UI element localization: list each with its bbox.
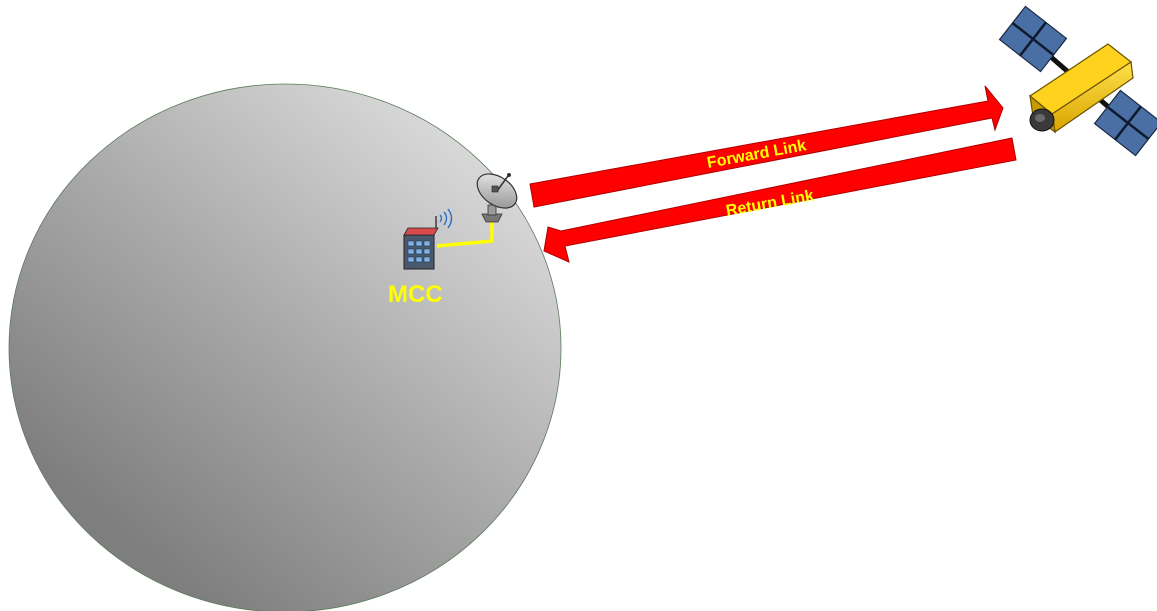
ground-connector-line [436, 221, 494, 248]
satellite-dish-icon [476, 173, 518, 223]
mcc-label: MCC [388, 281, 443, 308]
building-icon [403, 208, 453, 270]
earth-globe-icon [8, 83, 562, 611]
satellite-icon [998, 5, 1157, 157]
wifi-signal-icon [439, 208, 453, 229]
